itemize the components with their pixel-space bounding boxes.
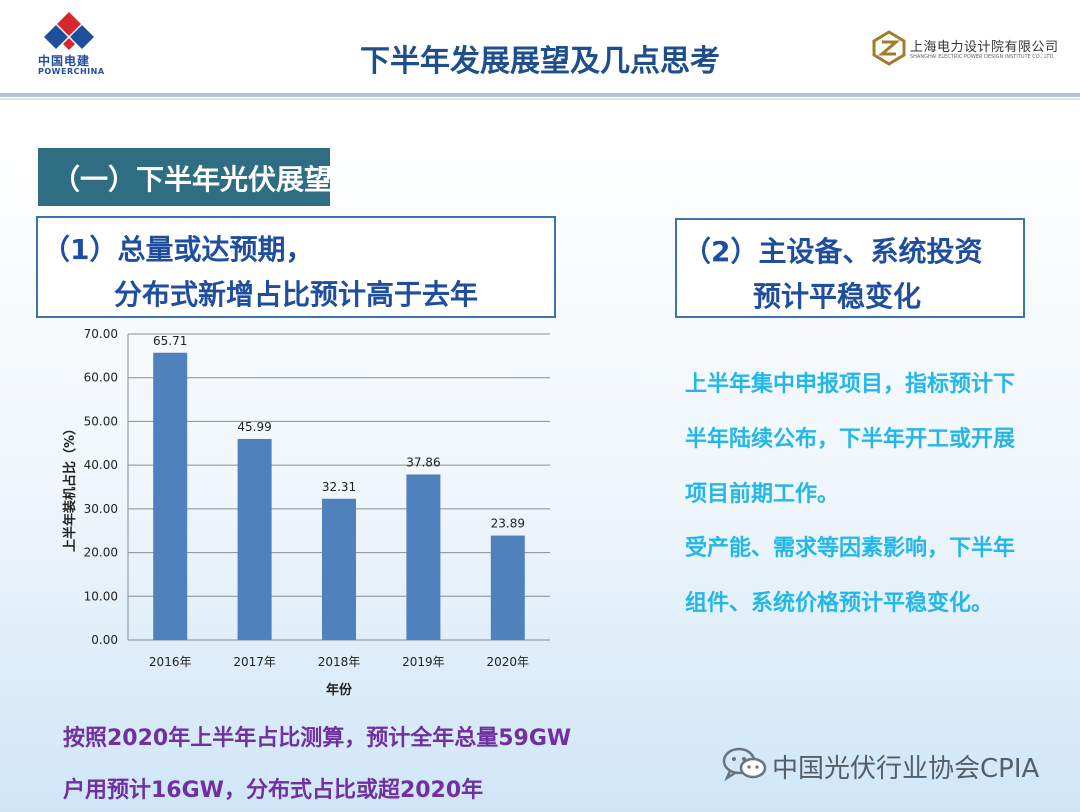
powerchina-logo-icon [44, 12, 94, 50]
y-tick-label: 30.00 [84, 502, 118, 516]
data-label: 65.71 [153, 334, 187, 348]
y-tick-label: 60.00 [84, 371, 118, 385]
right-text-line-3: 项目前期工作。 [685, 482, 840, 507]
right-heading-line1: （2）主设备、系统投资 [683, 235, 983, 268]
sepd-logo-icon [872, 30, 906, 66]
y-tick-label: 0.00 [91, 633, 118, 647]
x-tick-label: 2018年 [318, 655, 361, 669]
y-axis-title: 上半年装机占比（%） [62, 422, 78, 552]
powerchina-logo-en: POWERCHINA [38, 67, 105, 76]
sepd-logo-en: SHANGHAI ELECTRIC POWER DESIGN INSTITUTE… [910, 54, 1055, 60]
bar [490, 535, 525, 640]
right-text-line-5: 组件、系统价格预计平稳变化。 [685, 591, 994, 616]
x-axis-title: 年份 [326, 682, 353, 698]
x-tick-label: 2016年 [149, 655, 192, 669]
right-text-line-4: 受产能、需求等因素影响，下半年 [685, 536, 1016, 561]
y-tick-label: 70.00 [84, 327, 118, 341]
header-divider [0, 93, 1080, 97]
data-label: 32.31 [322, 480, 356, 494]
right-heading-line2: 预计平稳变化 [753, 280, 922, 313]
y-tick-label: 10.00 [84, 589, 118, 603]
section-title: （一）下半年光伏展望 [52, 163, 333, 196]
bar [322, 498, 356, 640]
header-divider-light [0, 98, 1080, 100]
bar-chart: 0.00 10.00 20.00 30.00 40.00 50.00 60.00 70.00 6… [62, 327, 550, 698]
powerchina-logo-cn: 中国电建 [38, 54, 91, 68]
sepd-logo-cn: 上海电力设计院有限公司 [910, 40, 1059, 55]
right-heading-box: （2）主设备、系统投资 预计平稳变化 [675, 218, 1025, 318]
x-tick-label: 2017年 [233, 655, 276, 669]
page-title: 下半年发展展望及几点思考 [360, 44, 720, 79]
bar [406, 474, 441, 640]
data-label: 23.89 [491, 517, 525, 531]
x-tick-label: 2020年 [487, 655, 530, 669]
left-heading-box: （1）总量或达预期， 分布式新增占比预计高于去年 [36, 216, 556, 318]
header-bar [0, 0, 1080, 96]
y-tick-label: 40.00 [84, 458, 118, 472]
data-label: 45.99 [237, 420, 271, 434]
left-heading-line1: （1）总量或达预期， [42, 233, 314, 266]
bottom-text-line-1: 按照2020年上半年占比测算，预计全年总量59GW [63, 726, 572, 751]
y-tick-label: 20.00 [84, 546, 118, 560]
bar [153, 352, 188, 640]
bar [237, 438, 272, 640]
watermark-text: 中国光伏行业协会CPIA [772, 754, 1040, 784]
right-text-line-1: 上半年集中申报项目，指标预计下 [685, 372, 1016, 397]
right-text-line-2: 半年陆续公布，下半年开工或开展 [685, 427, 1016, 452]
wechat-icon [722, 747, 767, 782]
left-heading-line2: 分布式新增占比预计高于去年 [114, 278, 479, 311]
section-title-tab: （一）下半年光伏展望 [38, 148, 333, 206]
data-label: 37.86 [406, 455, 440, 469]
bottom-text-line-2: 户用预计16GW，分布式占比或超2020年 [63, 778, 484, 803]
y-tick-label: 50.00 [84, 414, 118, 428]
x-tick-label: 2019年 [402, 655, 445, 669]
